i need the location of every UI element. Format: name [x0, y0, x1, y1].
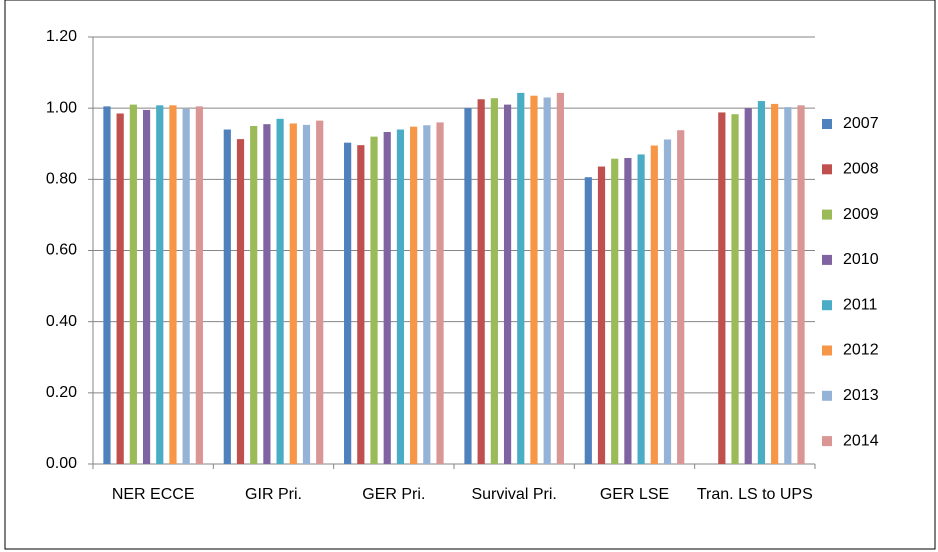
- bar: [383, 132, 391, 464]
- x-tick-label: GER LSE: [599, 486, 670, 503]
- x-tick-label: GER Pri.: [362, 486, 426, 503]
- bar: [182, 108, 190, 465]
- chart-border: [4, 0, 936, 550]
- bar: [797, 105, 805, 464]
- bar: [263, 124, 271, 464]
- bar: [410, 126, 418, 465]
- bar: [142, 109, 151, 464]
- bar: [650, 145, 658, 464]
- bar: [236, 139, 245, 465]
- bar: [423, 125, 431, 464]
- bar: [357, 145, 365, 464]
- legend-swatch: [822, 119, 832, 129]
- legend-swatch: [822, 390, 832, 401]
- bar: [477, 99, 485, 464]
- x-tick-label: Tran. LS to UPS: [696, 486, 813, 503]
- bar: [744, 108, 752, 465]
- bar: [677, 130, 685, 464]
- bar: [344, 142, 352, 464]
- legend-label: 2014: [843, 432, 879, 449]
- x-tick-label: GIR Pri.: [245, 486, 302, 503]
- bar: [436, 122, 444, 465]
- bar: [757, 101, 766, 465]
- legend-label: 2008: [843, 161, 879, 178]
- y-tick-label: 0.20: [46, 384, 77, 401]
- bar: [530, 95, 538, 465]
- y-tick-label: 0.40: [46, 313, 77, 330]
- legend-swatch: [822, 300, 832, 311]
- bar: [584, 177, 592, 464]
- bar: [169, 105, 177, 464]
- legend-swatch: [822, 209, 832, 220]
- legend-label: 2007: [843, 115, 879, 132]
- bar: [464, 108, 472, 465]
- bar: [156, 105, 164, 464]
- bar: [517, 92, 525, 464]
- legend-label: 2013: [843, 387, 879, 404]
- legend-swatch: [822, 254, 832, 265]
- y-tick-label: 0.80: [46, 171, 77, 188]
- legend-label: 2012: [843, 342, 879, 359]
- legend-label: 2011: [843, 296, 878, 313]
- legend-label: 2010: [843, 251, 879, 268]
- legend-label: 2009: [843, 206, 879, 223]
- legend-swatch: [822, 164, 832, 175]
- bar: [396, 129, 405, 464]
- bar: [663, 139, 672, 465]
- bar: [276, 118, 284, 464]
- bar: [624, 157, 632, 464]
- y-tick-label: 1.00: [46, 99, 77, 116]
- bar: [718, 112, 726, 464]
- bar: [195, 106, 203, 464]
- legend-swatch: [822, 436, 832, 447]
- x-tick-label: Survival Pri.: [471, 486, 557, 503]
- bar: [503, 104, 512, 464]
- bar: [250, 125, 258, 464]
- y-tick-label: 0.00: [46, 455, 77, 472]
- bar: [103, 106, 111, 464]
- y-tick-label: 0.60: [46, 242, 77, 259]
- x-tick-label: NER ECCE: [111, 486, 195, 503]
- bar: [771, 103, 779, 464]
- bar: [223, 129, 231, 464]
- bar: [316, 120, 324, 464]
- bar: [116, 113, 124, 465]
- bar: [597, 166, 606, 465]
- bar: [370, 136, 378, 464]
- bar: [611, 158, 619, 464]
- bar: [289, 123, 297, 464]
- bar: [731, 114, 739, 465]
- bar: [302, 124, 311, 464]
- bar: [543, 97, 551, 464]
- bar: [490, 98, 498, 464]
- bar: [129, 104, 137, 464]
- bar: [556, 92, 564, 464]
- y-tick-label: 1.20: [46, 28, 77, 45]
- bar: [784, 107, 792, 464]
- legend-swatch: [822, 345, 832, 356]
- bar: [637, 154, 645, 465]
